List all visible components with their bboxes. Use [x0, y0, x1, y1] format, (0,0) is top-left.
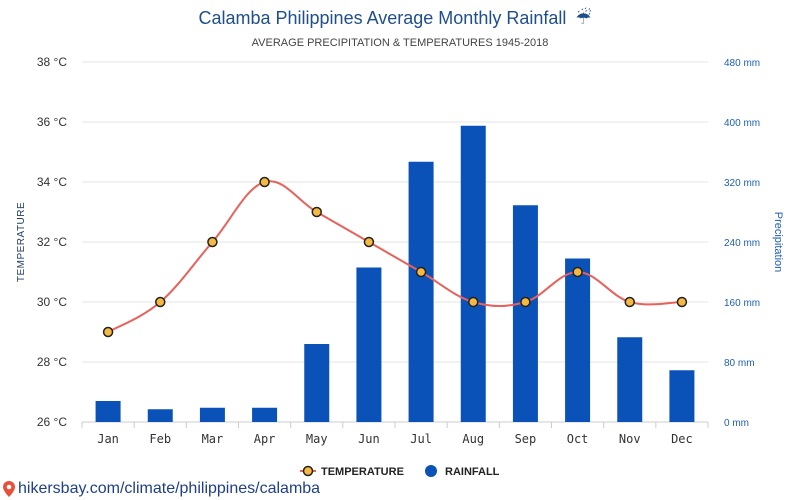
rainfall-bar [408, 161, 434, 422]
rainfall-bar [95, 401, 121, 422]
temperature-point [624, 296, 635, 308]
chart: Calamba Philippines Average Monthly Rain… [16, 7, 784, 478]
x-tick-label: Apr [254, 432, 276, 446]
temperature-point [259, 176, 270, 188]
temperature-point [520, 296, 531, 308]
temperature-point [102, 326, 114, 338]
rainfall-bar [252, 407, 278, 422]
legend-temperature-marker [302, 465, 314, 477]
x-tick-label: Jan [97, 432, 119, 446]
rainfall-bar [304, 344, 330, 422]
temperature-point [468, 296, 479, 308]
x-tick-label: Jun [358, 432, 380, 446]
legend-rainfall-marker [425, 465, 437, 477]
rainfall-bar [617, 337, 643, 422]
y-right-tick-label: 80 mm [724, 358, 755, 369]
source-link[interactable]: hikersbay.com/climate/philippines/calamb… [2, 480, 320, 498]
x-tick-label: Sep [515, 432, 537, 446]
source-text: hikersbay.com/climate/philippines/calamb… [18, 480, 321, 497]
y-left-tick-label: 32 °C [37, 235, 67, 249]
temperature-line [107, 180, 682, 333]
x-tick-label: Dec [671, 432, 693, 446]
temperature-point [311, 206, 322, 218]
rainfall-bar [460, 125, 486, 422]
rainfall-bar [565, 258, 591, 422]
temperature-point [415, 266, 427, 278]
x-tick-label: Jul [410, 432, 432, 446]
temperature-point [207, 236, 218, 248]
y-right-tick-label: 240 mm [724, 238, 760, 249]
x-tick-label: Nov [619, 432, 641, 446]
y-left-tick-label: 34 °C [37, 175, 67, 189]
temperature-point [572, 266, 583, 278]
temperature-point [155, 296, 166, 308]
y-left-tick-label: 30 °C [37, 295, 67, 309]
chart-subtitle: AVERAGE PRECIPITATION & TEMPERATURES 194… [252, 37, 549, 49]
map-pin-icon [3, 481, 15, 497]
rainfall-bar [147, 409, 173, 422]
chart-title: Calamba Philippines Average Monthly Rain… [198, 7, 591, 28]
y-right-tick-label: 400 mm [724, 118, 760, 129]
y-right-tick-label: 480 mm [724, 58, 760, 69]
temperature-point [363, 236, 375, 248]
rainfall-bar [512, 205, 538, 422]
legend-temperature-label: TEMPERATURE [321, 466, 404, 478]
x-tick-label: Oct [567, 432, 589, 446]
rainfall-bar [356, 267, 382, 422]
x-tick-label: May [306, 432, 328, 446]
legend: TEMPERATURE RAINFALL [300, 465, 500, 478]
y-axis-left-title: TEMPERATURE [16, 202, 27, 282]
rainfall-bar [199, 407, 225, 422]
x-tick-label: Feb [149, 432, 171, 446]
temperature-point [676, 296, 688, 308]
y-left-tick-label: 26 °C [37, 415, 67, 429]
umbrella-icon: ☔ [575, 7, 591, 28]
y-axis-right-title: Precipitation [772, 212, 784, 273]
y-left-tick-label: 36 °C [37, 115, 67, 129]
rainfall-bar [669, 370, 695, 422]
y-left-tick-label: 38 °C [37, 55, 67, 69]
y-right-tick-label: 320 mm [724, 178, 760, 189]
x-tick-label: Mar [202, 432, 224, 446]
y-right-tick-label: 0 mm [724, 418, 749, 429]
y-left-tick-label: 28 °C [37, 355, 67, 369]
y-right-tick-label: 160 mm [724, 298, 760, 309]
legend-rainfall-label: RAINFALL [445, 466, 500, 478]
x-tick-label: Aug [462, 432, 484, 446]
